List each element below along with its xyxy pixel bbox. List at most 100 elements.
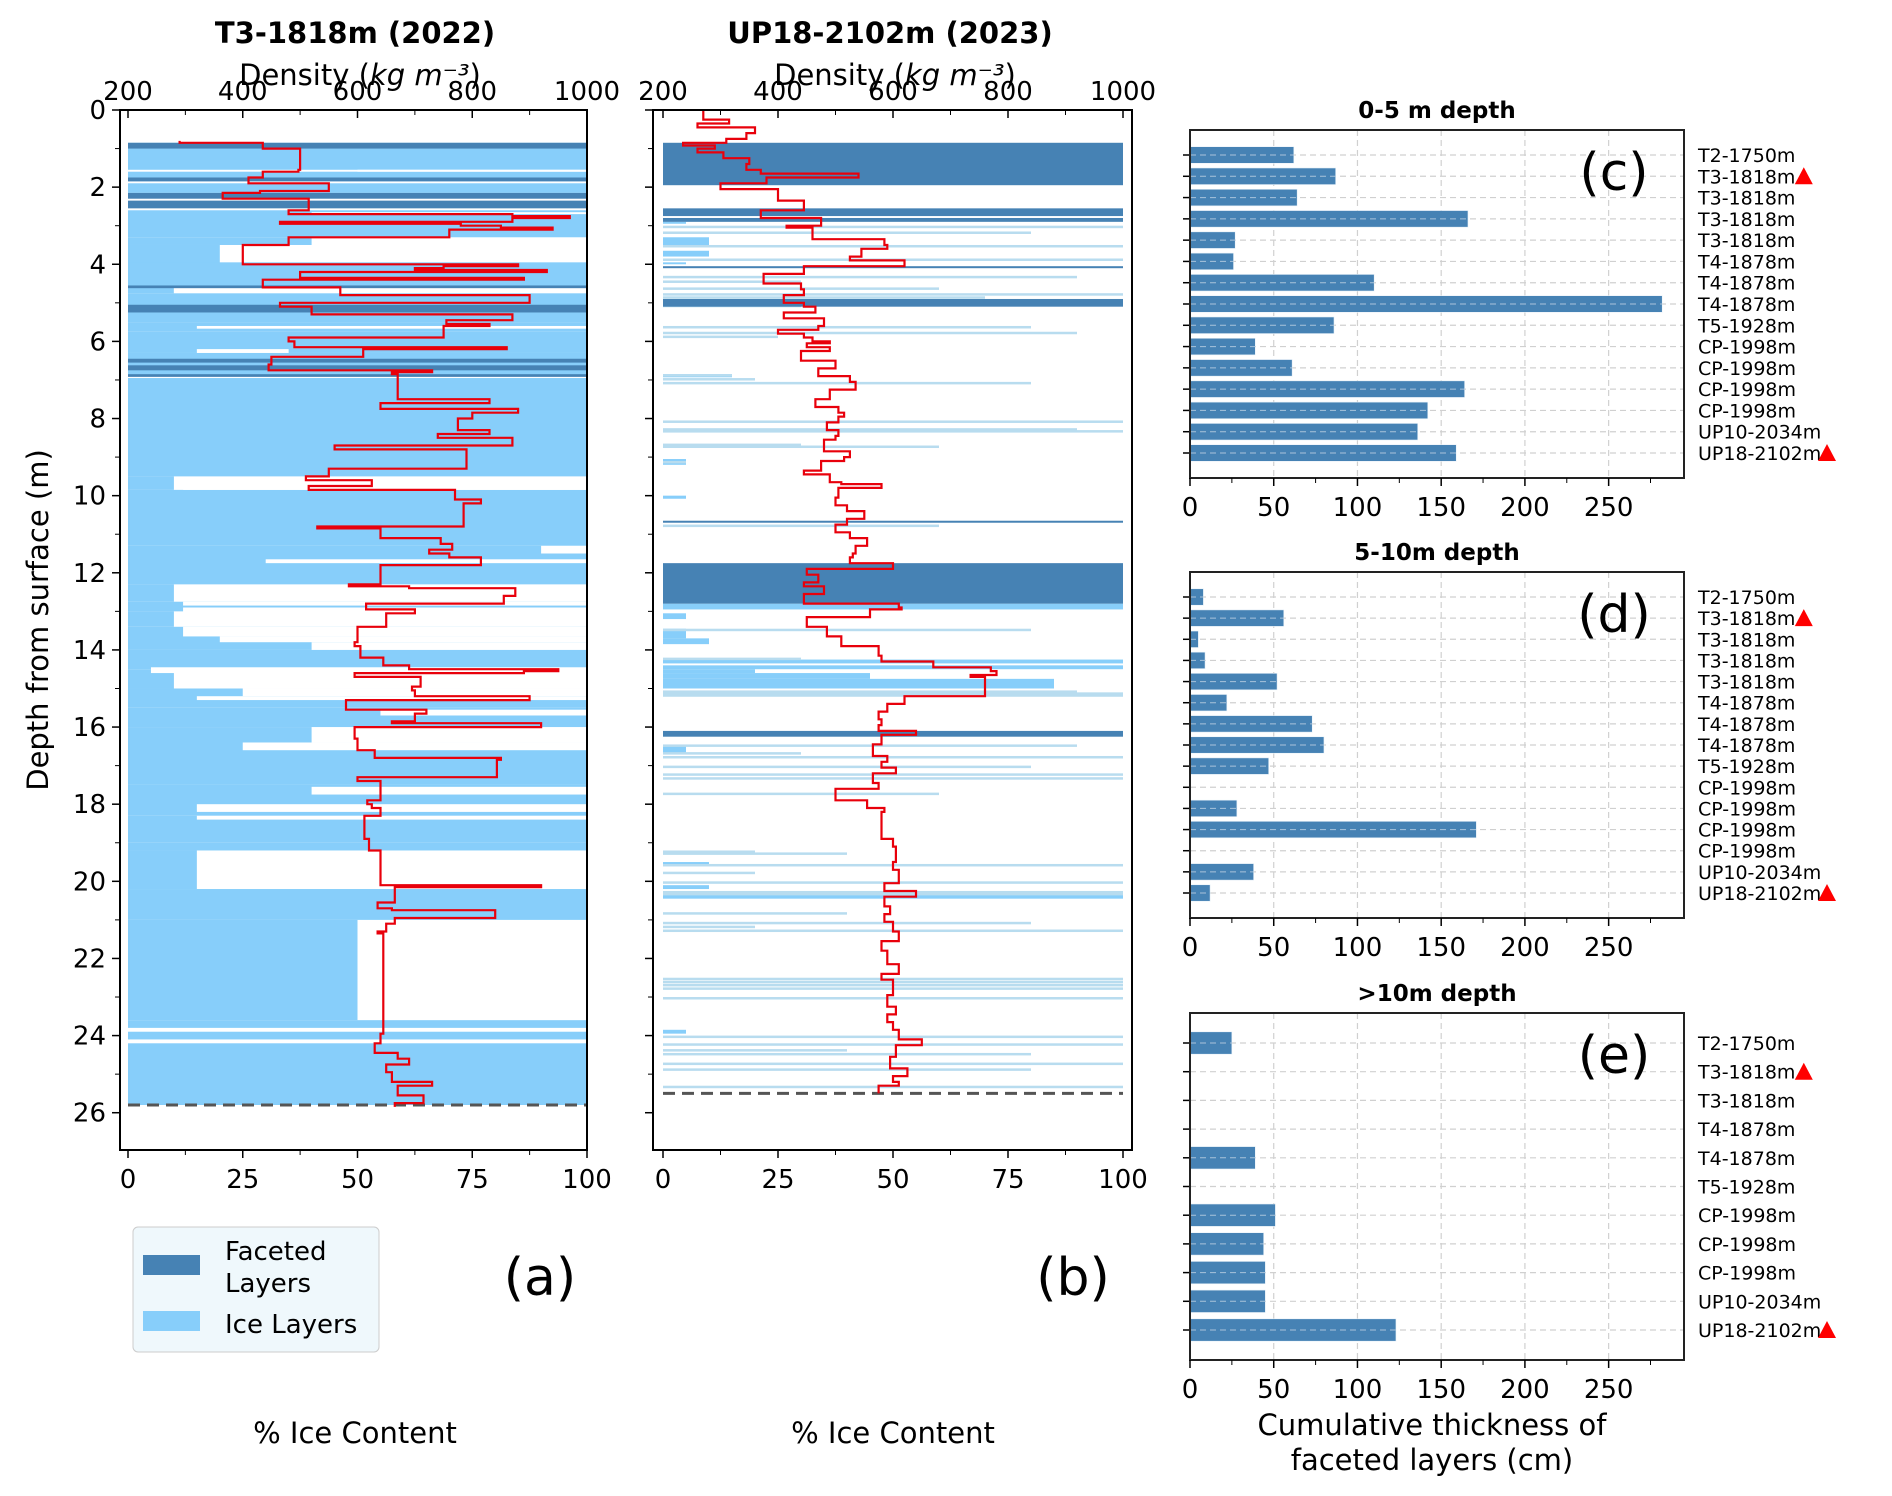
density-tick-label: 400 <box>753 77 803 107</box>
ice-layer-gap <box>183 486 587 490</box>
y-tick-label: 16 <box>73 713 106 743</box>
ice-layer-gap <box>183 607 587 618</box>
panel-a-x-axis-label: % Ice Content <box>253 1416 457 1450</box>
thin-ice-layer <box>663 293 1123 296</box>
x-tick-label: 75 <box>456 1165 489 1195</box>
x-tick-label: 50 <box>341 1165 374 1195</box>
bar-panel-title: 0-5 m depth <box>1358 98 1515 124</box>
y-tick-label: 4 <box>89 250 106 280</box>
ice-layer <box>663 678 1054 689</box>
ice-layer <box>663 495 686 499</box>
category-label: T3-1818m <box>1697 188 1795 210</box>
category-label: CP-1998m <box>1698 358 1796 380</box>
panel-b-label: (b) <box>1036 1248 1110 1308</box>
thin-ice-layer <box>663 850 755 853</box>
ice-layer <box>663 885 709 890</box>
ice-layer <box>663 237 709 247</box>
ice-layer-gap <box>311 786 587 795</box>
thin-ice-layer <box>663 871 755 875</box>
ice-layer <box>128 842 587 851</box>
thin-ice-layer <box>663 275 1077 279</box>
density-tick-label: 600 <box>333 77 383 107</box>
category-label: T2-1750m <box>1697 145 1795 167</box>
x-tick-label: 25 <box>226 1165 259 1195</box>
ice-layer-gap <box>183 626 587 637</box>
red-triangle-marker-icon <box>1794 609 1813 627</box>
category-label: UP10-2034m <box>1698 862 1821 884</box>
y-tick-label: 8 <box>89 405 106 435</box>
category-label: T4-1878m <box>1697 714 1795 736</box>
category-label: T3-1818m <box>1697 166 1795 188</box>
x-tick-label: 0 <box>1182 1375 1199 1405</box>
panel-b-density-profile <box>681 110 998 1094</box>
y-tick-label: 22 <box>73 944 106 974</box>
y-tick-label: 2 <box>89 173 106 203</box>
panel-a-title: T3-1818m (2022) <box>215 16 495 50</box>
category-label: UP18-2102m <box>1698 443 1821 465</box>
category-label: T4-1878m <box>1697 273 1795 295</box>
category-label: T2-1750m <box>1697 587 1795 609</box>
ice-layer <box>128 378 587 477</box>
category-label: CP-1998m <box>1698 337 1796 359</box>
ice-layer <box>663 262 686 265</box>
density-tick-label: 1000 <box>1090 77 1156 107</box>
panel-b-layers <box>663 142 1123 1095</box>
x-tick-label: 250 <box>1584 493 1634 523</box>
faceted-layer <box>128 304 587 313</box>
x-tick-label: 100 <box>1333 933 1383 963</box>
y-tick-label: 10 <box>73 482 106 512</box>
ice-layer <box>128 889 587 920</box>
ice-layer <box>128 649 587 670</box>
category-label: CP-1998m <box>1698 1205 1796 1227</box>
bar-panel-title: 5-10m depth <box>1354 540 1519 566</box>
x-tick-label: 0 <box>655 1165 672 1195</box>
legend-label-faceted-line2: Layers <box>225 1269 311 1299</box>
thin-ice-layer <box>663 381 1031 385</box>
panel-d: 5-10m depthT2-1750mT3-1818mT3-1818mT3-18… <box>1182 540 1836 963</box>
thin-ice-layer <box>663 694 1123 697</box>
ice-layer-gap <box>541 545 587 554</box>
x-tick-label: 100 <box>562 1165 612 1195</box>
thin-ice-layer <box>663 524 939 528</box>
density-tick-label: 800 <box>983 77 1033 107</box>
panel-a-density-profile <box>178 140 571 1107</box>
category-label: UP10-2034m <box>1698 1291 1821 1313</box>
bar-panel-title: >10m depth <box>1357 981 1516 1007</box>
x-tick-label: 150 <box>1416 493 1466 523</box>
ice-layer-gap <box>173 287 587 294</box>
thin-ice-layer <box>663 1068 1031 1071</box>
ice-layer <box>128 1031 587 1040</box>
density-label-text: Density ( <box>239 58 370 92</box>
red-triangle-marker-icon <box>1818 444 1836 461</box>
ice-layer <box>128 476 174 490</box>
axes-frame <box>1189 571 1685 919</box>
density-tick-label: 200 <box>103 77 153 107</box>
category-label: UP10-2034m <box>1698 422 1821 444</box>
density-tick-label: 200 <box>638 77 688 107</box>
axes-frame <box>1189 129 1685 479</box>
ice-layer <box>128 171 587 182</box>
ice-layer <box>663 746 686 755</box>
thin-ice-layer <box>663 1062 1123 1066</box>
x-tick-label: 100 <box>1333 1375 1383 1405</box>
legend-label-faceted-line1: Faceted <box>225 1237 327 1267</box>
thin-ice-layer <box>663 443 801 447</box>
category-label: CP-1998m <box>1698 841 1796 863</box>
category-label: CP-1998m <box>1698 1263 1796 1285</box>
faceted-layer <box>128 192 587 199</box>
category-label: T2-1750m <box>1697 1033 1795 1055</box>
x-tick-label: 0 <box>120 1165 137 1195</box>
thin-ice-layer <box>663 231 1031 234</box>
faceted-layer <box>663 208 1123 217</box>
thin-ice-layer <box>663 657 801 661</box>
x-tick-label: 200 <box>1500 1375 1550 1405</box>
ice-layer-gap <box>196 349 289 353</box>
y-tick-label: 12 <box>73 559 106 589</box>
ice-layer <box>663 603 1123 610</box>
ice-layer <box>663 1029 686 1034</box>
density-label-close: ) <box>470 58 481 92</box>
thin-ice-layer <box>663 296 985 299</box>
red-triangle-marker-icon <box>1818 884 1836 901</box>
